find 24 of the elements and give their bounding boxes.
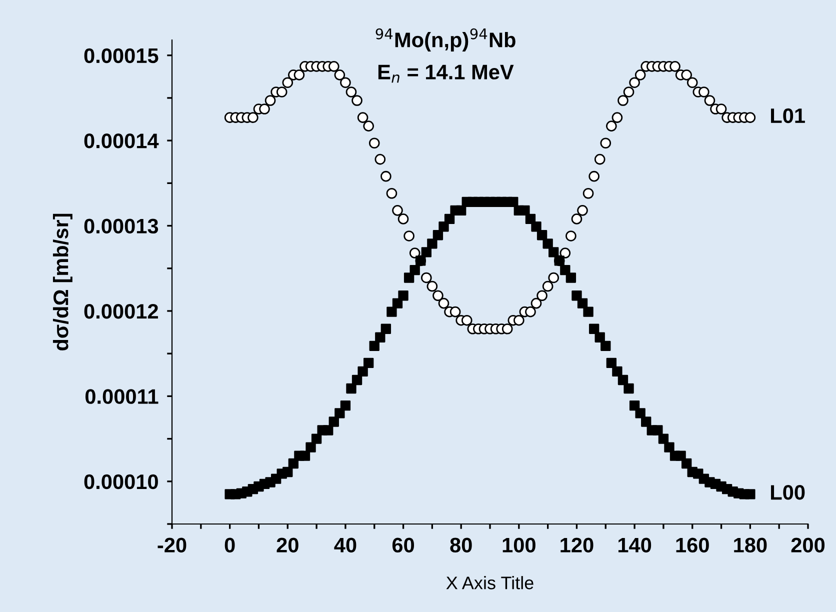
y-axis-title: dσ/dΩ [mb/sr] — [52, 214, 72, 350]
x-tick-label: 0 — [224, 538, 235, 552]
y-tick-label: 0.00012 — [84, 304, 158, 319]
x-tick-label: 60 — [392, 538, 414, 552]
x-tick-label: 180 — [734, 538, 767, 552]
x-tick-label: 200 — [791, 538, 825, 552]
x-tick-label: 40 — [334, 538, 356, 552]
series-label: L00 — [771, 485, 805, 500]
x-axis-title: X Axis Title — [446, 576, 534, 590]
x-tick-label: 80 — [450, 538, 472, 552]
x-tick-label: 120 — [560, 538, 594, 552]
y-tick-label: 0.00015 — [84, 48, 158, 64]
x-tick-label: 100 — [502, 538, 536, 552]
x-tick-label: -20 — [158, 538, 186, 552]
y-tick-label: 0.00013 — [84, 218, 158, 234]
y-tick-label: 0.00011 — [85, 389, 158, 404]
series-label: L01 — [771, 108, 805, 124]
x-tick-label: 140 — [618, 538, 652, 552]
x-tick-label: 160 — [676, 538, 709, 552]
x-tick-label: 20 — [276, 538, 298, 552]
text: E$_{n}$ = 14.1 MeV — [378, 64, 514, 83]
y-tick-label: 0.00014 — [84, 134, 159, 148]
chart-title: $^{94}$Mo(n,p)$^{94}$Nb — [376, 28, 516, 52]
y-tick-label: 0.00010 — [84, 474, 158, 490]
